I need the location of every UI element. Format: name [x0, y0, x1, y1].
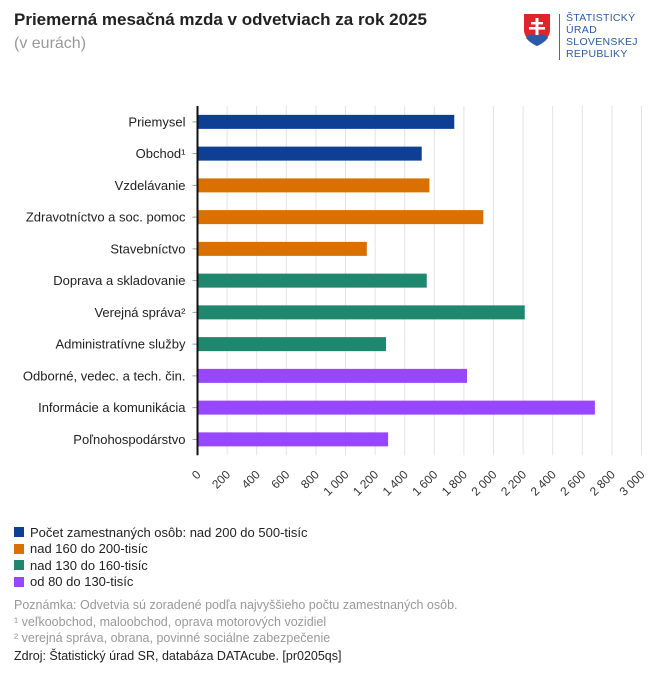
logo-line-4: REPUBLIKY — [566, 48, 628, 60]
bar — [197, 146, 422, 161]
legend-swatch — [14, 560, 24, 571]
legend-label: nad 130 do 160-tisíc — [30, 557, 148, 573]
x-tick-label: 2 400 — [528, 467, 559, 498]
legend-swatch — [14, 543, 24, 554]
logo-text: ŠTATISTICKÝ ÚRAD SLOVENSKEJ REPUBLIKY — [566, 12, 638, 60]
bar — [197, 305, 525, 320]
x-tick-label: 3 000 — [616, 467, 647, 498]
legend-item: nad 130 do 160-tisíc — [14, 557, 308, 574]
note-sort-order: Poznámka: Odvetvia sú zoradené podľa naj… — [14, 598, 458, 612]
x-tick-label: 2 000 — [468, 467, 499, 498]
legend-label: nad 160 do 200-tisíc — [30, 541, 148, 557]
legend-label: od 80 do 130-tisíc — [30, 574, 134, 590]
bar — [197, 400, 595, 415]
category-label: Vzdelávanie — [115, 178, 186, 193]
x-tick-label: 800 — [298, 467, 322, 491]
susr-logo: ŠTATISTICKÝ ÚRAD SLOVENSKEJ REPUBLIKY — [522, 12, 652, 62]
chart-subtitle: (v eurách) — [14, 35, 87, 52]
bar — [197, 337, 387, 352]
x-tick-label: 1 600 — [409, 467, 440, 498]
legend-item: od 80 do 130-tisíc — [14, 574, 308, 591]
logo-line-2: ÚRAD — [566, 24, 597, 36]
x-tick-label: 2 800 — [587, 467, 618, 498]
logo-line-1: ŠTATISTICKÝ — [566, 12, 636, 24]
legend-swatch — [14, 527, 24, 538]
category-label: Obchod¹ — [136, 146, 187, 161]
legend: Počet zamestnaných osôb: nad 200 do 500-… — [14, 524, 308, 590]
footnotes: Poznámka: Odvetvia sú zoradené podľa naj… — [14, 597, 458, 647]
x-tick-label: 1 800 — [439, 467, 470, 498]
x-tick-label: 2 200 — [498, 467, 529, 498]
category-label: Zdravotníctvo a soc. pomoc — [26, 210, 186, 225]
category-label: Poľnohospodárstvo — [73, 432, 185, 447]
bar — [197, 210, 484, 225]
bar — [197, 114, 455, 129]
category-label: Odborné, vedec. a tech. čin. — [23, 368, 186, 383]
bar — [197, 368, 468, 383]
legend-label: Počet zamestnaných osôb: nad 200 do 500-… — [30, 524, 308, 540]
x-tick-label: 600 — [268, 467, 292, 491]
coat-of-arms-icon — [524, 14, 550, 46]
legend-item: nad 160 do 200-tisíc — [14, 541, 308, 558]
category-label: Verejná správa² — [94, 305, 186, 320]
bar — [197, 241, 367, 256]
category-label: Informácie a komunikácia — [38, 400, 186, 415]
category-label: Priemysel — [128, 114, 185, 129]
legend-item: Počet zamestnaných osôb: nad 200 do 500-… — [14, 524, 308, 541]
source-text: Zdroj: Štatistický úrad SR, databáza DAT… — [14, 649, 342, 663]
footnote-2: ² verejná správa, obrana, povinné sociál… — [14, 631, 331, 645]
logo-divider — [559, 14, 560, 60]
bar — [197, 178, 430, 193]
category-label: Stavebníctvo — [110, 241, 185, 256]
category-label: Administratívne služby — [55, 337, 186, 352]
category-label: Doprava a skladovanie — [53, 273, 185, 288]
x-tick-label: 0 — [189, 467, 204, 482]
x-tick-label: 1 200 — [350, 467, 381, 498]
x-tick-label: 200 — [209, 467, 233, 491]
bar — [197, 273, 427, 288]
bar — [197, 432, 389, 447]
x-tick-label: 2 600 — [557, 467, 588, 498]
chart-title: Priemerná mesačná mzda v odvetviach za r… — [14, 10, 427, 29]
x-tick-label: 1 000 — [320, 467, 351, 498]
x-tick-label: 1 400 — [380, 467, 411, 498]
legend-swatch — [14, 576, 24, 587]
footnote-1: ¹ veľkoobchod, maloobchod, oprava motoro… — [14, 614, 327, 629]
x-tick-label: 400 — [239, 467, 263, 491]
logo-line-3: SLOVENSKEJ — [566, 36, 638, 48]
